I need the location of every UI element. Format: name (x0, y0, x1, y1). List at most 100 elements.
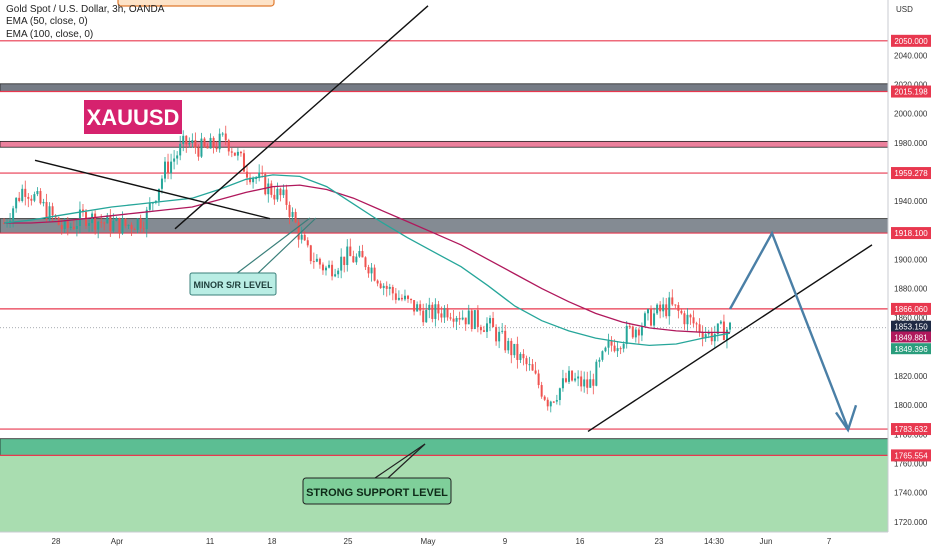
top-note-box (117, 0, 275, 7)
candle-body (300, 234, 303, 240)
candle-body (725, 329, 728, 341)
candle-body (179, 143, 182, 156)
candle-body (440, 313, 443, 318)
candle-body (501, 330, 504, 332)
candle-body (78, 209, 81, 227)
candle-body (634, 329, 637, 338)
candle-body (233, 152, 236, 156)
candle-body (145, 209, 148, 230)
y-tick-label: 2040.000 (894, 51, 928, 60)
candle-body (309, 245, 312, 262)
candle-body (443, 308, 446, 318)
candle-body (15, 197, 18, 209)
candle-body (613, 345, 616, 352)
projection-path (728, 230, 850, 429)
candle-body (112, 220, 115, 231)
zone-0 (0, 83, 889, 92)
candle-body (42, 201, 45, 204)
candle-body (668, 297, 671, 317)
support-pointer-2 (387, 443, 426, 479)
candle-body (94, 213, 97, 230)
y-tick-label: 2020.000 (894, 81, 928, 90)
candle-body (264, 174, 267, 195)
candle-body (397, 297, 400, 300)
price-level-badge-text: 2050.000 (894, 37, 928, 46)
candle-body (583, 379, 586, 387)
candle-body (680, 310, 683, 314)
candle-body (604, 347, 607, 352)
candle-body (631, 326, 634, 338)
candle-body (167, 161, 170, 174)
candle-body (546, 399, 549, 407)
candle-body (537, 373, 540, 386)
candle-body (72, 226, 75, 229)
candle-body (589, 379, 592, 388)
candle-body (707, 331, 710, 335)
candle-body (382, 285, 385, 289)
price-level-badge (891, 85, 931, 98)
candle-body (36, 191, 39, 195)
zone-3 (0, 438, 889, 456)
candle-body (337, 270, 340, 275)
support-callout-box (302, 477, 452, 505)
candle-body (224, 133, 227, 141)
candle-body (267, 183, 270, 195)
candle-body (628, 325, 631, 327)
candle-body (163, 161, 166, 179)
candle-body (188, 143, 191, 145)
candle-body (482, 330, 485, 332)
zone-2 (0, 218, 889, 234)
candle-body (109, 215, 112, 231)
candle-body (422, 310, 425, 323)
y-tick-label: 1720.000 (894, 518, 928, 527)
candle-body (236, 151, 239, 156)
price-level-badge (891, 423, 931, 436)
candle-body (510, 340, 513, 356)
candle-body (385, 285, 388, 289)
candle-body (431, 304, 434, 319)
candle-body (495, 327, 498, 342)
candle-body (498, 331, 501, 342)
ema100-line (4, 184, 731, 334)
candle-body (209, 137, 212, 149)
y-tick-label: 1980.000 (894, 139, 928, 148)
candle-body (297, 222, 300, 240)
candle-body (689, 314, 692, 318)
candle-body (12, 208, 15, 221)
candle-body (407, 295, 410, 299)
candle-body (601, 351, 604, 360)
x-tick-label: 14:30 (704, 537, 725, 546)
minor-sr-pointer (231, 217, 311, 278)
price-level-badge-text: 1765.554 (894, 451, 928, 460)
candle-body (118, 217, 121, 234)
candle-body (719, 321, 722, 324)
candle-body (291, 211, 294, 217)
candle-body (142, 228, 145, 230)
price-level-badge (891, 227, 931, 240)
candle-body (704, 334, 707, 339)
candle-body (586, 379, 589, 388)
candle-body (288, 204, 291, 217)
candle-body (60, 224, 63, 230)
candle-body (221, 133, 224, 135)
price-level-badge (891, 449, 931, 462)
support-trendline (587, 244, 873, 433)
candle-body (343, 256, 346, 266)
candle-body (303, 234, 306, 241)
currency-label: USD (896, 5, 913, 14)
candle-body (643, 313, 646, 327)
candle-body (51, 206, 54, 216)
candle-body (9, 220, 12, 223)
candle-body (249, 177, 252, 183)
symbol-legend: Gold Spot / U.S. Dollar, 3h, OANDA (6, 4, 165, 15)
candle-body (69, 226, 72, 228)
candle-body (242, 153, 245, 172)
candle-body (258, 172, 261, 179)
candle-body (473, 310, 476, 330)
candle-body (218, 133, 221, 150)
candle-body (212, 137, 215, 148)
candle-body (48, 206, 51, 220)
x-tick-label: Jun (760, 537, 773, 546)
candle-body (659, 304, 662, 312)
